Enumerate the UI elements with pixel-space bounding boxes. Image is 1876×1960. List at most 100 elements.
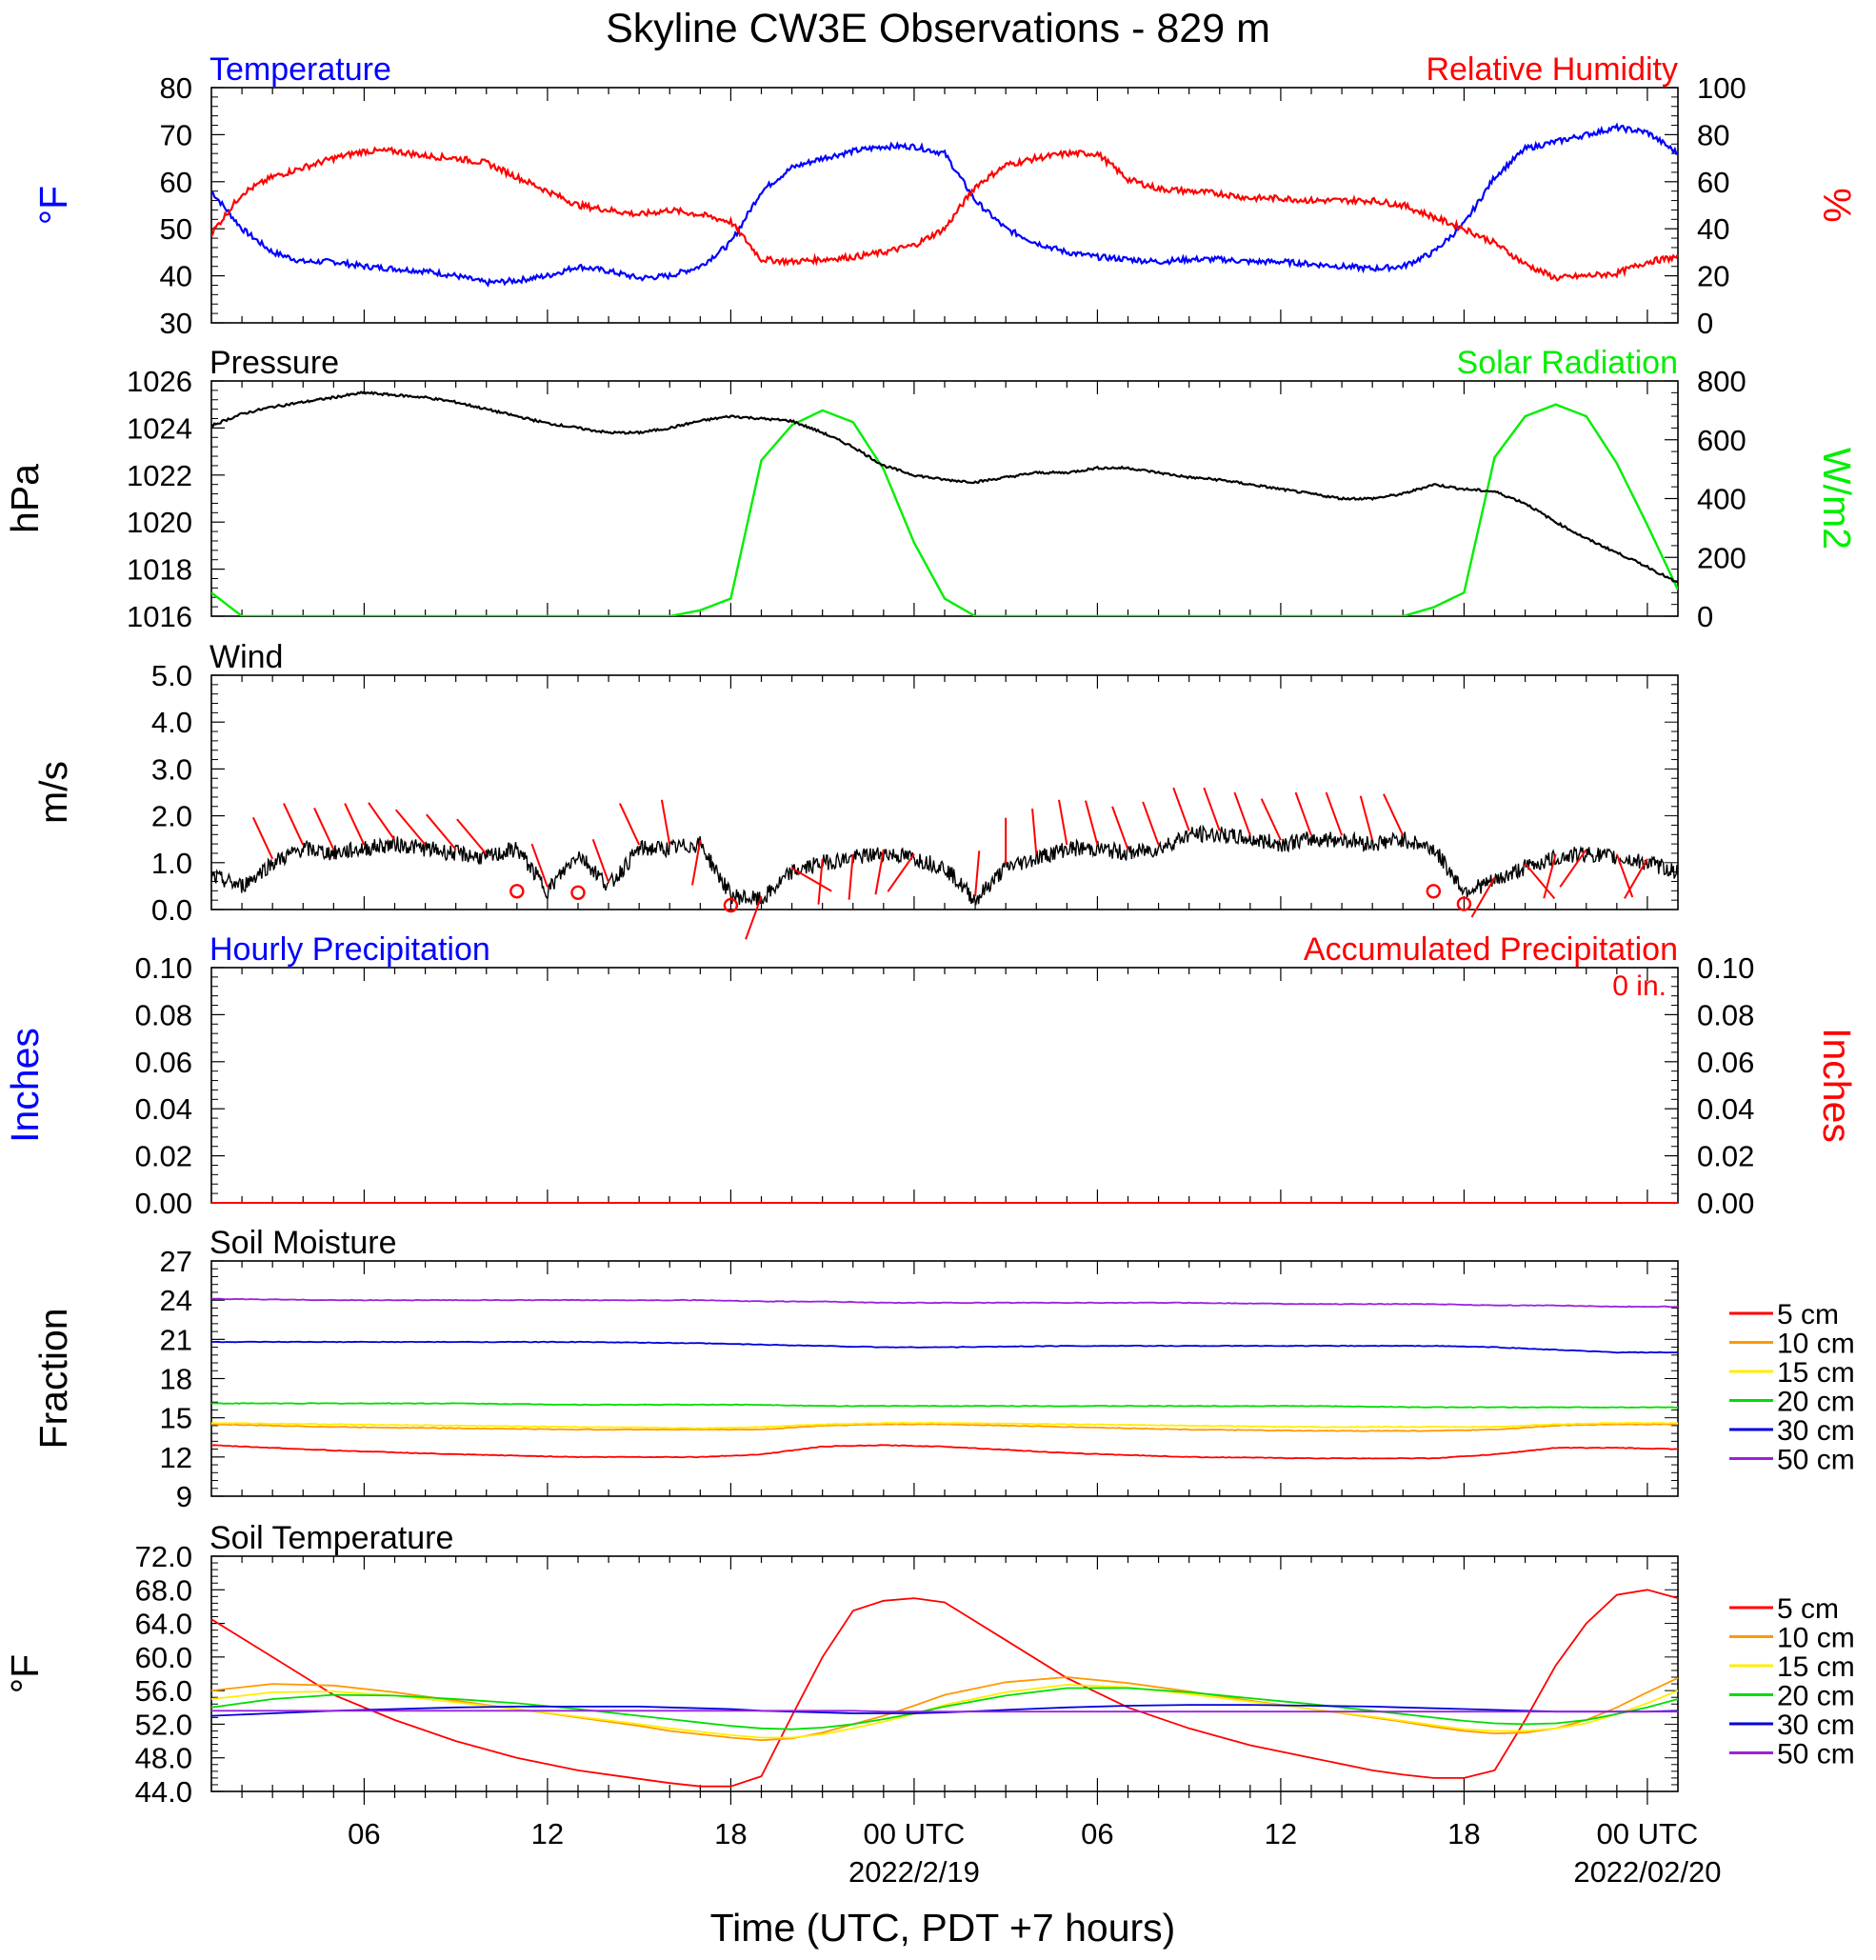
wind-barb	[1624, 858, 1648, 899]
panel-pressure: 1016 1018 1020 1022 1024 1026 0 200 400 600 800 Pre…	[3, 345, 1859, 633]
wind-left-ylabel: m/s	[31, 761, 75, 824]
temperature-right-ylabel: %	[1815, 188, 1859, 222]
x-axis-labels: 06 12 18 00 UTC 06 12 18 00 UTC 2022/2/19 2022/02…	[348, 1817, 1721, 1889]
precipitation-frame	[210, 967, 1679, 1204]
y-tick-label: 0	[1697, 307, 1713, 340]
series-solar-radiation	[211, 403, 1678, 616]
wind-barb	[1524, 863, 1556, 900]
y-tick-label: 64.0	[135, 1608, 192, 1641]
soil-temperature-frame	[210, 1555, 1679, 1792]
y-tick-label: 12	[160, 1441, 192, 1474]
y-tick-label: 9	[176, 1480, 192, 1513]
wind-barb	[1203, 787, 1221, 831]
wind-barb	[660, 799, 671, 846]
y-tick-label: 400	[1697, 483, 1746, 516]
y-tick-label: 3.0	[151, 752, 192, 786]
panel-precipitation: 0.00 0.02 0.04 0.06 0.08 0.10 0.00 0.02 0.04 0.06…	[3, 931, 1859, 1220]
calm-wind-circle	[1456, 896, 1472, 911]
wind-barb	[394, 809, 427, 846]
wind-barb	[251, 816, 274, 860]
temperature-left-title: Temperature	[210, 51, 391, 88]
series-soil-temperature-50cm	[211, 1710, 1678, 1713]
y-tick-label: 40	[1697, 212, 1729, 246]
precipitation-left-title: Hourly Precipitation	[210, 931, 490, 968]
panel-temperature: 30 40 50 60 70 80 0 20 40 60 80 100 Temperature Relat…	[31, 51, 1859, 340]
wind-barb	[591, 838, 610, 883]
y-tick-label: 0	[1697, 600, 1713, 633]
wind-barb	[848, 853, 854, 900]
x-axis-title: Time (UTC, PDT +7 hours)	[710, 1906, 1176, 1950]
series-soil-moisture-15cm	[211, 1421, 1679, 1430]
y-tick-label: 1016	[127, 600, 192, 633]
soil-temperature-left-title: Soil Temperature	[210, 1520, 453, 1556]
wind-barb	[313, 808, 335, 850]
x-date-label: 2022/02/20	[1573, 1855, 1721, 1889]
wind-barb	[368, 802, 396, 841]
x-date-label: 2022/2/19	[848, 1855, 980, 1889]
precipitation-left-ylabel: Inches	[3, 1028, 47, 1143]
wind-barb	[1142, 801, 1160, 846]
wind-barb	[1559, 849, 1587, 888]
wind-barb	[344, 803, 366, 846]
legend-label: 10 cm	[1777, 1623, 1855, 1654]
x-tick-label: 00 UTC	[864, 1817, 966, 1850]
wind-barb	[1031, 808, 1038, 854]
x-tick-label: 12	[1265, 1817, 1297, 1850]
y-tick-label: 0.00	[135, 1187, 192, 1220]
y-tick-label: 1.0	[151, 847, 192, 880]
x-tick-label: 00 UTC	[1597, 1817, 1699, 1850]
y-tick-label: 80	[1697, 118, 1729, 151]
y-tick-label: 1020	[127, 506, 192, 539]
series-soil-temperature-15cm	[210, 1684, 1679, 1739]
y-tick-label: 1018	[127, 553, 192, 587]
wind-barb	[1111, 806, 1129, 850]
wind-barb	[283, 803, 305, 846]
pressure-right-title: Solar Radiation	[1457, 345, 1678, 381]
y-tick-label: 27	[160, 1245, 192, 1278]
y-tick-label: 30	[160, 307, 192, 340]
y-tick-label: 48.0	[135, 1742, 192, 1775]
series-soil-moisture-5cm	[210, 1444, 1679, 1460]
y-tick-label: 20	[1697, 260, 1729, 293]
wind-barb	[1058, 799, 1068, 846]
legend-label: 15 cm	[1777, 1357, 1855, 1389]
y-tick-label: 24	[160, 1284, 192, 1317]
legend-label: 50 cm	[1777, 1739, 1855, 1770]
pressure-left-title: Pressure	[210, 345, 339, 381]
y-tick-label: 60	[1697, 166, 1729, 199]
soil-temperature-left-ylabel: °F	[3, 1654, 47, 1693]
soil-moisture-left-title: Soil Moisture	[210, 1225, 397, 1261]
temperature-frame	[210, 87, 1679, 324]
y-tick-label: 72.0	[135, 1540, 192, 1573]
wind-barb	[1470, 876, 1496, 918]
wind-barb	[1233, 791, 1251, 836]
y-tick-label: 44.0	[135, 1775, 192, 1809]
y-tick-label: 52.0	[135, 1708, 192, 1741]
y-tick-label: 0.08	[1697, 998, 1754, 1031]
y-tick-label: 1024	[127, 411, 192, 445]
series-soil-moisture-10cm	[210, 1423, 1679, 1432]
panel-soil-temperature: 44.048.052.056.060.064.068.072.0 Soil Tem…	[3, 1520, 1855, 1809]
y-tick-label: 70	[160, 118, 192, 151]
series-pressure	[211, 390, 1678, 584]
y-tick-label: 68.0	[135, 1573, 192, 1607]
y-tick-label: 0.0	[151, 893, 192, 927]
legend-label: 20 cm	[1777, 1387, 1855, 1418]
y-tick-label: 80	[160, 71, 192, 105]
wind-barb	[1325, 791, 1344, 836]
wind-barb	[745, 895, 763, 940]
temperature-right-title: Relative Humidity	[1426, 51, 1678, 88]
wind-barb	[1383, 793, 1405, 836]
legend-label: 30 cm	[1777, 1710, 1855, 1741]
soil-moisture-frame	[210, 1260, 1679, 1497]
y-tick-label: 2.0	[151, 800, 192, 833]
legend-label: 5 cm	[1777, 1593, 1839, 1625]
wind-barb	[1543, 853, 1557, 899]
y-tick-label: 40	[160, 260, 192, 293]
pressure-frame	[210, 380, 1679, 617]
panel-soil-moisture: 9 12 15 18 21 24 27 Soil Moisture Fraction 5 cm10…	[31, 1225, 1855, 1513]
wind-barb	[817, 858, 824, 905]
x-tick-label: 18	[1447, 1817, 1480, 1850]
